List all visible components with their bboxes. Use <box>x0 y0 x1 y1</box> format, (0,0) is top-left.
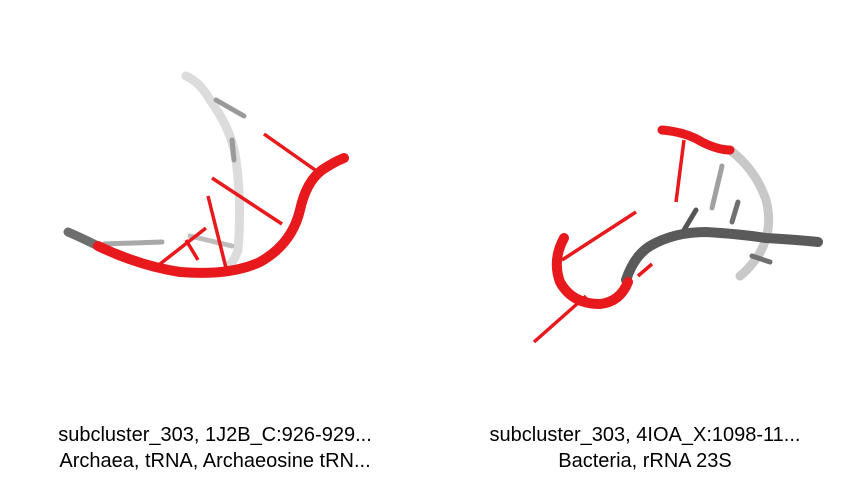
structure-panel-1: subcluster_303, 1J2B_C:926-929... Archae… <box>0 71 430 474</box>
caption-line-2: Bacteria, rRNA 23S <box>558 450 732 472</box>
caption-line-1: subcluster_303, 4IOA_X:1098-11... <box>489 424 801 446</box>
caption-line-1: subcluster_303, 1J2B_C:926-929... <box>58 424 372 446</box>
structure-panel-2: subcluster_303, 4IOA_X:1098-11... Bacter… <box>430 0 860 480</box>
structure-caption-1: subcluster_303, 1J2B_C:926-929... Archae… <box>0 422 430 474</box>
rna-structure-render-2 <box>532 125 823 344</box>
rna-structure-render-1 <box>63 71 349 278</box>
structure-caption-2: subcluster_303, 4IOA_X:1098-11... Bacter… <box>430 422 860 474</box>
caption-line-2: Archaea, tRNA, Archaeosine tRN... <box>59 450 371 472</box>
